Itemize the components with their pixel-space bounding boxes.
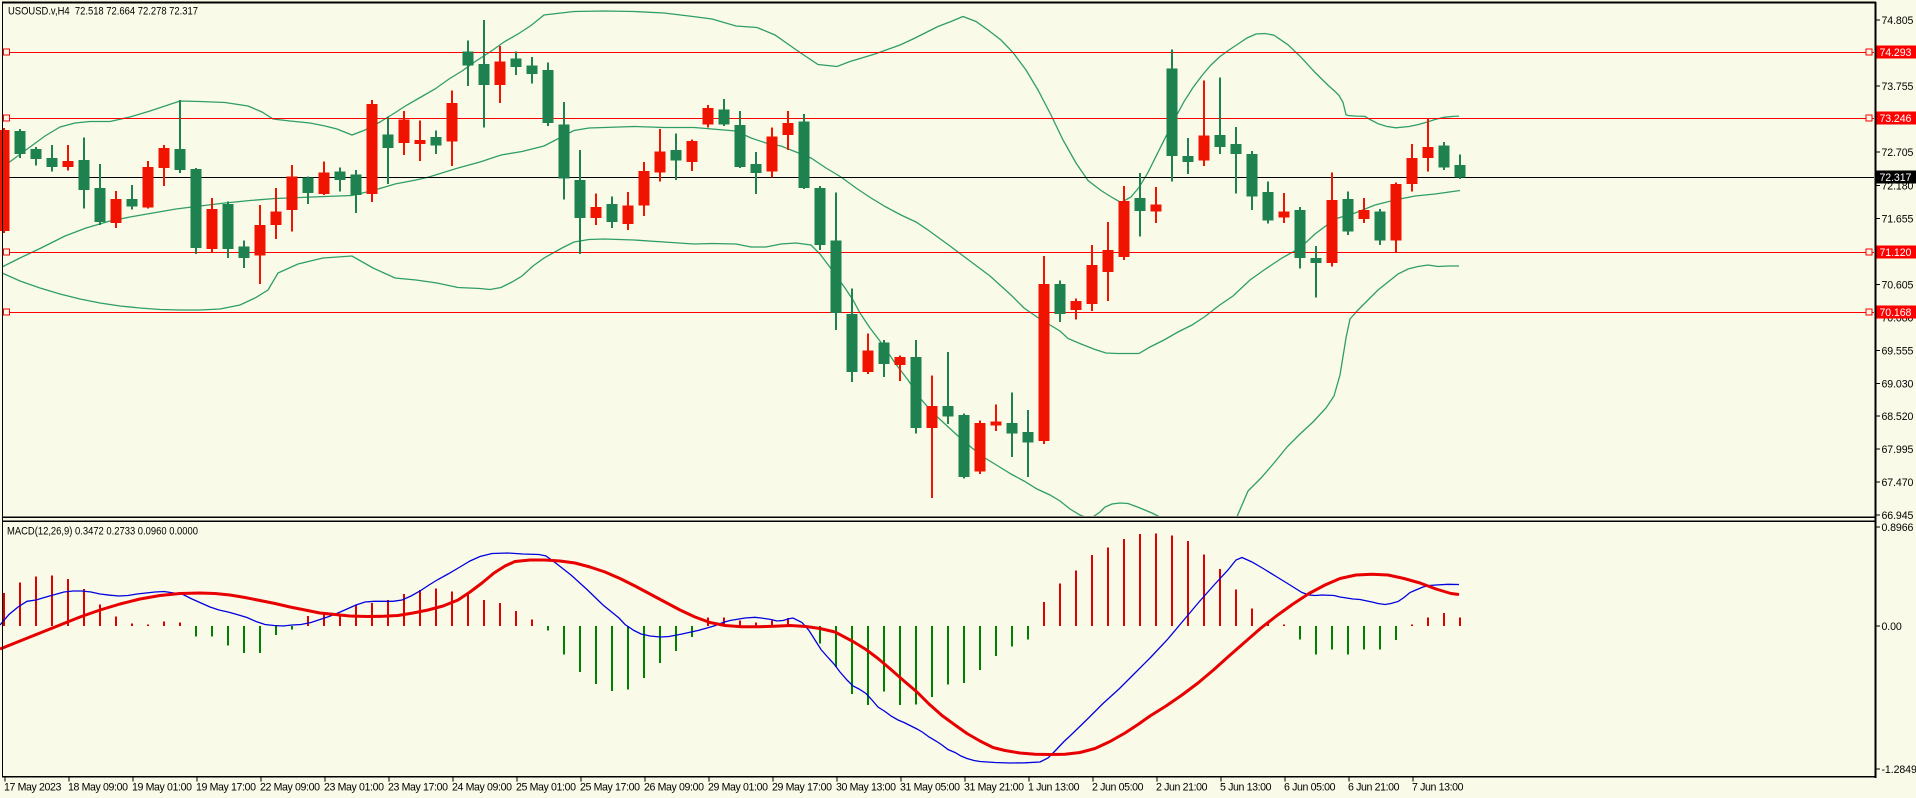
svg-text:5 Jun 13:00: 5 Jun 13:00 xyxy=(1220,782,1272,794)
svg-text:31 May 21:00: 31 May 21:00 xyxy=(964,782,1024,794)
svg-text:25 May 17:00: 25 May 17:00 xyxy=(580,782,640,794)
svg-text:29 May 17:00: 29 May 17:00 xyxy=(772,782,832,794)
svg-text:1 Jun 13:00: 1 Jun 13:00 xyxy=(1028,782,1080,794)
svg-text:69.555: 69.555 xyxy=(1882,346,1914,358)
svg-text:26 May 09:00: 26 May 09:00 xyxy=(644,782,704,794)
svg-text:67.995: 67.995 xyxy=(1882,444,1914,456)
svg-text:6 Jun 05:00: 6 Jun 05:00 xyxy=(1284,782,1336,794)
svg-text:MACD(12,26,9) 0.3472 0.2733 0.: MACD(12,26,9) 0.3472 0.2733 0.0960 0.000… xyxy=(7,526,198,538)
svg-text:19 May 01:00: 19 May 01:00 xyxy=(132,782,192,794)
svg-text:USOUSD.v,H4 72.518 72.664 72.: USOUSD.v,H4 72.518 72.664 72.278 72.317 xyxy=(8,5,198,17)
svg-text:6 Jun 21:00: 6 Jun 21:00 xyxy=(1348,782,1400,794)
svg-text:69.030: 69.030 xyxy=(1882,379,1914,391)
svg-text:19 May 17:00: 19 May 17:00 xyxy=(196,782,256,794)
svg-text:7 Jun 13:00: 7 Jun 13:00 xyxy=(1412,782,1464,794)
svg-text:31 May 05:00: 31 May 05:00 xyxy=(900,782,960,794)
svg-text:68.520: 68.520 xyxy=(1882,411,1914,423)
svg-text:71.120: 71.120 xyxy=(1880,247,1912,259)
svg-text:70.168: 70.168 xyxy=(1880,307,1912,319)
svg-text:73.755: 73.755 xyxy=(1882,81,1914,93)
svg-text:29 May 01:00: 29 May 01:00 xyxy=(708,782,768,794)
svg-text:66.945: 66.945 xyxy=(1882,510,1914,522)
svg-text:67.470: 67.470 xyxy=(1882,477,1914,489)
svg-text:17 May 2023: 17 May 2023 xyxy=(4,782,62,794)
svg-text:30 May 13:00: 30 May 13:00 xyxy=(836,782,896,794)
svg-text:72.317: 72.317 xyxy=(1880,172,1912,184)
svg-text:2 Jun 21:00: 2 Jun 21:00 xyxy=(1156,782,1208,794)
svg-text:74.805: 74.805 xyxy=(1882,15,1914,27)
svg-text:-1.2849: -1.2849 xyxy=(1882,764,1916,776)
svg-text:2 Jun 05:00: 2 Jun 05:00 xyxy=(1092,782,1144,794)
svg-text:22 May 09:00: 22 May 09:00 xyxy=(260,782,320,794)
svg-text:70.605: 70.605 xyxy=(1882,280,1914,292)
svg-text:24 May 09:00: 24 May 09:00 xyxy=(452,782,512,794)
svg-text:0.8966: 0.8966 xyxy=(1882,522,1914,534)
svg-text:23 May 17:00: 23 May 17:00 xyxy=(388,782,448,794)
svg-text:73.246: 73.246 xyxy=(1880,113,1912,125)
svg-text:71.655: 71.655 xyxy=(1882,214,1914,226)
svg-text:25 May 01:00: 25 May 01:00 xyxy=(516,782,576,794)
svg-text:74.293: 74.293 xyxy=(1880,47,1912,59)
svg-text:23 May 01:00: 23 May 01:00 xyxy=(324,782,384,794)
svg-text:18 May 09:00: 18 May 09:00 xyxy=(68,782,128,794)
svg-text:0.00: 0.00 xyxy=(1882,621,1902,633)
svg-text:72.705: 72.705 xyxy=(1882,147,1914,159)
